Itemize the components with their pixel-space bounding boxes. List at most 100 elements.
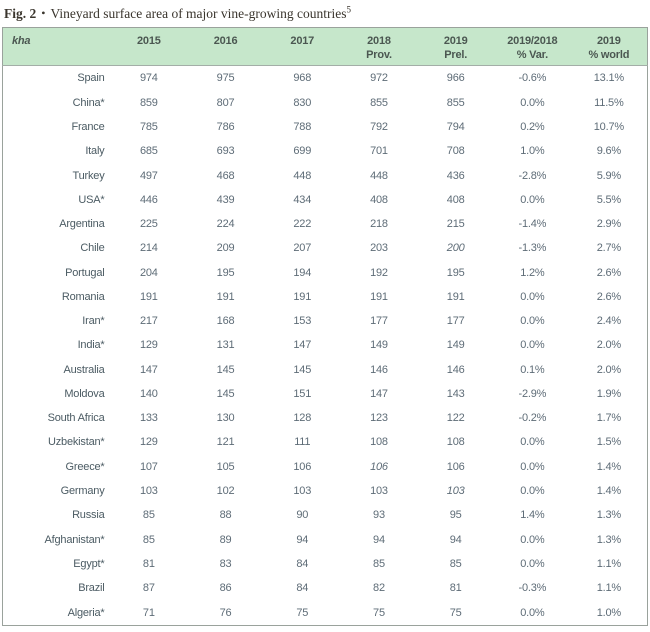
value-cell: 102 bbox=[216, 485, 235, 497]
value-cell: -1.4% bbox=[518, 218, 547, 231]
value-cell: 0.0% bbox=[520, 315, 545, 328]
value-cell: 149 bbox=[446, 339, 465, 352]
value-cell: 84 bbox=[296, 582, 309, 595]
value-cell: 968 bbox=[293, 72, 312, 85]
column-header: 2019/2018% Var. bbox=[507, 35, 558, 61]
figure-caption: Fig. 2 • Vineyard surface area of major vi… bbox=[0, 0, 650, 27]
country-name: Moldova bbox=[64, 387, 105, 400]
country-name: Germany bbox=[60, 485, 105, 497]
value-cell: 75 bbox=[373, 606, 385, 619]
value-cell: 786 bbox=[216, 121, 235, 134]
value-cell: 146 bbox=[446, 363, 465, 376]
table-row: Australia 147 145 145 146 146 0.1% 2.0% bbox=[3, 358, 648, 382]
value-cell: 218 bbox=[370, 218, 388, 231]
value-cell: 0.0% bbox=[520, 485, 545, 497]
value-cell: 2.9% bbox=[596, 218, 621, 231]
country-name: France bbox=[71, 121, 105, 134]
value-cell: 5.5% bbox=[596, 193, 621, 206]
value-cell: -0.6% bbox=[518, 72, 547, 85]
value-cell: 222 bbox=[293, 218, 312, 231]
value-cell: 75 bbox=[449, 606, 462, 619]
value-cell: 966 bbox=[446, 72, 465, 85]
country-name: South Africa bbox=[47, 412, 105, 425]
value-cell: -0.3% bbox=[518, 582, 547, 595]
value-cell: 145 bbox=[293, 363, 312, 376]
table-row: India* 129 131 147 149 149 0.0% 2.0% bbox=[3, 333, 648, 357]
value-cell: 0.0% bbox=[520, 436, 545, 449]
value-cell: 93 bbox=[373, 509, 385, 522]
figure-label: Fig. 2 bbox=[4, 6, 37, 21]
value-cell: 151 bbox=[293, 387, 312, 400]
unit-label: kha bbox=[12, 35, 31, 47]
value-cell: 81 bbox=[142, 557, 155, 570]
table-header: kha 2015 2016 2017 2018 Prov. 2019 Prel. 2019/20… bbox=[2, 27, 648, 66]
value-cell: 0.0% bbox=[520, 460, 545, 473]
footnote-mark: 5 bbox=[346, 4, 352, 15]
value-cell: 1.5% bbox=[596, 436, 621, 449]
value-cell: 1.3% bbox=[596, 509, 621, 522]
value-cell: 448 bbox=[293, 169, 312, 182]
value-cell: 855 bbox=[370, 96, 388, 109]
column-header: 2019 Prel. bbox=[443, 35, 468, 61]
value-cell: 195 bbox=[446, 266, 465, 279]
column-header: 2017 bbox=[290, 35, 315, 47]
value-cell: 2.0% bbox=[596, 339, 621, 352]
value-cell: 108 bbox=[446, 436, 465, 449]
value-cell: 972 bbox=[370, 72, 388, 85]
country-name: Russia bbox=[72, 509, 105, 522]
value-cell: 84 bbox=[296, 557, 309, 570]
value-cell: 1.1% bbox=[596, 582, 621, 595]
column-header: 2018 Prov. bbox=[366, 35, 392, 61]
table-row: Chile 214 209 207 203 200 -1.3% 2.7% bbox=[3, 236, 648, 260]
value-cell: 855 bbox=[446, 96, 465, 109]
value-cell: 191 bbox=[216, 290, 235, 303]
value-cell: 123 bbox=[370, 412, 388, 425]
value-cell: 94 bbox=[296, 533, 309, 546]
value-cell: 0.2% bbox=[520, 121, 545, 134]
column-header: 2016 bbox=[213, 35, 238, 47]
value-cell: 1.9% bbox=[596, 387, 621, 400]
value-cell: 204 bbox=[139, 266, 158, 279]
value-cell: 177 bbox=[446, 315, 465, 328]
value-cell: 1.4% bbox=[596, 485, 621, 497]
value-cell: 88 bbox=[219, 509, 232, 522]
value-cell: 794 bbox=[446, 121, 465, 134]
value-cell: -0.2% bbox=[518, 412, 547, 425]
country-name: Portugal bbox=[65, 266, 105, 279]
value-cell: 859 bbox=[139, 96, 158, 109]
country-name: Afghanistan* bbox=[44, 533, 105, 546]
value-cell: 1.7% bbox=[596, 412, 621, 425]
value-cell: 81 bbox=[449, 582, 462, 595]
value-cell: 195 bbox=[216, 266, 235, 279]
value-cell: 71 bbox=[142, 606, 155, 619]
value-cell: 105 bbox=[216, 460, 235, 473]
value-cell: 225 bbox=[139, 218, 158, 231]
value-cell: 2.4% bbox=[596, 315, 621, 328]
value-cell: 0.0% bbox=[520, 290, 545, 303]
table-row: Romania 191 191 191 191 191 0.0% 2.6% bbox=[3, 285, 648, 309]
value-cell: 103 bbox=[446, 485, 465, 497]
value-cell: 131 bbox=[216, 339, 235, 352]
value-cell: 95 bbox=[449, 509, 462, 522]
value-cell: 701 bbox=[370, 145, 388, 158]
value-cell: 143 bbox=[446, 387, 465, 400]
value-cell: 2.0% bbox=[596, 363, 621, 376]
column-header: 2019% world bbox=[588, 35, 630, 61]
table-row: Afghanistan* 85 89 94 94 94 0.0% 1.3% bbox=[3, 527, 648, 551]
country-name: Australia bbox=[63, 363, 105, 376]
value-cell: 149 bbox=[370, 339, 388, 352]
value-cell: 2.6% bbox=[596, 266, 621, 279]
value-cell: 168 bbox=[216, 315, 235, 328]
table-row: South Africa 133 130 128 123 122 -0.2% 1.7% bbox=[3, 406, 648, 430]
value-cell: 207 bbox=[293, 242, 312, 255]
value-cell: 0.0% bbox=[520, 96, 545, 109]
value-cell: 140 bbox=[139, 387, 158, 400]
table-row: Iran* 217 168 153 177 177 0.0% 2.4% bbox=[3, 309, 648, 333]
country-name: USA* bbox=[78, 193, 105, 206]
value-cell: 785 bbox=[139, 121, 158, 134]
value-cell: 90 bbox=[296, 509, 309, 522]
table-row: Greece* 107 105 106 106 106 0.0% 1.4% bbox=[3, 455, 648, 479]
table-row: China* 859 807 830 855 855 0.0% 11.5% bbox=[3, 91, 648, 115]
country-name: Uzbekistan* bbox=[48, 436, 105, 449]
value-cell: 0.0% bbox=[520, 606, 545, 619]
